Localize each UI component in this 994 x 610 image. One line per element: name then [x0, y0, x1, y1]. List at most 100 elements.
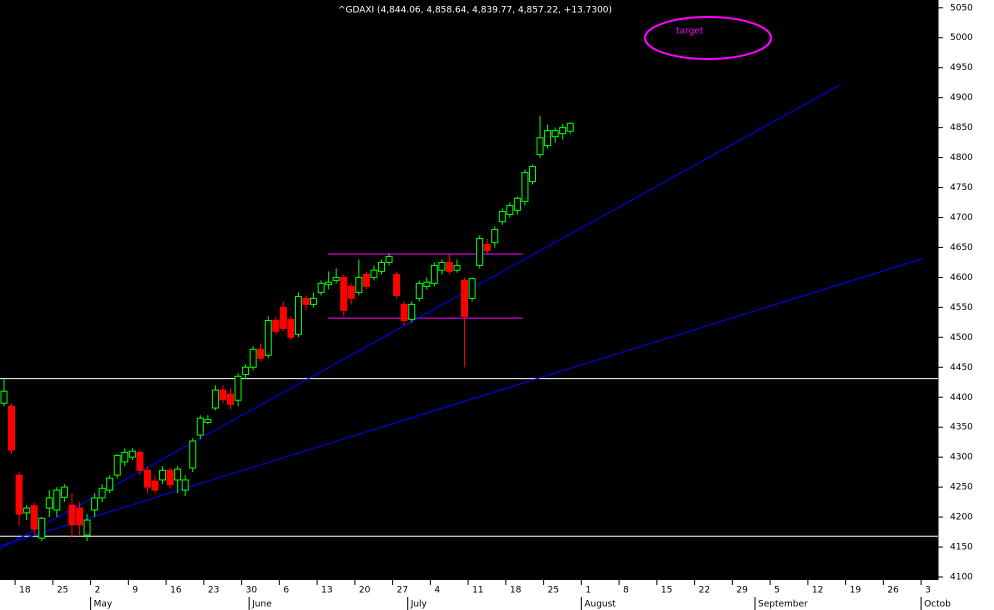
y-tick-label: 5000: [950, 33, 973, 43]
y-tick-label: 4900: [950, 93, 973, 103]
candle-body: [8, 405, 16, 451]
candle-body: [310, 297, 318, 305]
candle-body: [302, 297, 310, 305]
x-tick-label: 15: [661, 586, 672, 596]
month-label: August: [584, 600, 616, 610]
y-tick-label: 4150: [950, 543, 973, 553]
month-label: July: [410, 600, 428, 610]
candle-body: [529, 166, 536, 183]
month-label: May: [94, 600, 113, 610]
x-tick-label: 6: [283, 586, 289, 596]
candle-body: [264, 320, 272, 356]
x-tick-label: 18: [510, 586, 522, 596]
candle-body: [559, 127, 567, 135]
candle-body: [234, 375, 242, 401]
candle-body: [159, 469, 167, 481]
candle-body: [294, 296, 302, 335]
month-label: September: [758, 600, 808, 610]
candle-body: [38, 517, 46, 539]
candle-body: [430, 264, 438, 284]
x-axis-panel: [0, 580, 994, 610]
candle-body: [408, 303, 416, 320]
candle-body: [76, 507, 83, 526]
candle-body: [279, 306, 287, 329]
y-tick-label: 4500: [950, 333, 973, 343]
candle-body: [438, 261, 446, 271]
candle-body: [423, 281, 431, 287]
candle-body: [551, 130, 559, 138]
y-tick-label: 4100: [950, 573, 973, 583]
y-tick-label: 4850: [950, 123, 973, 133]
candle-body: [483, 243, 491, 251]
candle-body: [211, 389, 219, 409]
candle-body: [83, 519, 91, 536]
candle-body: [317, 282, 325, 293]
candle-body: [566, 122, 574, 132]
candle-body: [166, 469, 174, 486]
x-tick-label: 5: [774, 586, 780, 596]
candle-body: [60, 486, 68, 498]
candle-body: [325, 281, 333, 286]
candle-body: [68, 504, 76, 526]
candle-body: [340, 276, 348, 311]
y-tick-label: 4750: [950, 183, 973, 193]
candle-body: [121, 451, 129, 463]
x-tick-label: 2: [95, 586, 101, 596]
y-tick-label: 4800: [950, 153, 973, 163]
candle-body: [45, 497, 53, 509]
candle-body: [513, 197, 521, 211]
candle-body: [476, 237, 484, 266]
candle-body: [249, 348, 257, 368]
candle-body: [445, 261, 453, 272]
trend-line: [0, 258, 923, 547]
candle-body: [136, 451, 144, 471]
x-tick-label: 23: [208, 586, 219, 596]
candle-body: [227, 393, 234, 405]
candle-body: [204, 418, 212, 423]
y-tick-label: 4200: [950, 513, 973, 523]
y-tick-label: 5050: [950, 3, 973, 13]
x-tick-label: 1: [585, 586, 591, 596]
candle-body: [498, 211, 506, 223]
month-label: June: [251, 600, 272, 610]
candle-body: [98, 487, 106, 499]
y-tick-label: 4350: [950, 423, 973, 433]
x-tick-label: 16: [170, 586, 182, 596]
candle-body: [347, 285, 355, 299]
candle-body: [355, 276, 363, 293]
candle-body: [15, 474, 23, 515]
y-tick-label: 4700: [950, 213, 973, 223]
candle-body: [521, 172, 529, 202]
candle-body: [242, 366, 250, 375]
candle-body: [287, 318, 295, 338]
x-tick-label: 8: [623, 586, 629, 596]
x-tick-label: 22: [699, 586, 710, 596]
x-tick-label: 25: [548, 586, 559, 596]
candle-body: [189, 440, 197, 469]
candle-body: [370, 269, 378, 278]
candle-body: [453, 264, 461, 271]
candle-body: [257, 348, 265, 359]
candle-body: [415, 282, 423, 299]
x-tick-label: 9: [132, 586, 138, 596]
candle-body: [196, 417, 204, 436]
candle-body: [53, 489, 61, 511]
candle-body: [219, 389, 227, 401]
target-ellipse: [644, 16, 772, 60]
candle-body: [30, 505, 38, 530]
candle-body: [128, 450, 136, 458]
x-tick-label: 26: [887, 586, 899, 596]
candle-body: [332, 276, 340, 281]
y-axis-panel: [938, 0, 994, 610]
y-tick-label: 4300: [950, 453, 973, 463]
trend-line: [0, 84, 841, 550]
candle-body: [400, 303, 408, 322]
x-tick-label: 13: [321, 586, 332, 596]
month-label: Octob: [924, 600, 951, 610]
candle-body: [506, 205, 514, 216]
x-tick-label: 27: [397, 586, 408, 596]
candle-body: [536, 137, 544, 156]
y-tick-label: 4400: [950, 393, 973, 403]
candle-body: [181, 479, 189, 491]
x-tick-label: 12: [812, 586, 823, 596]
